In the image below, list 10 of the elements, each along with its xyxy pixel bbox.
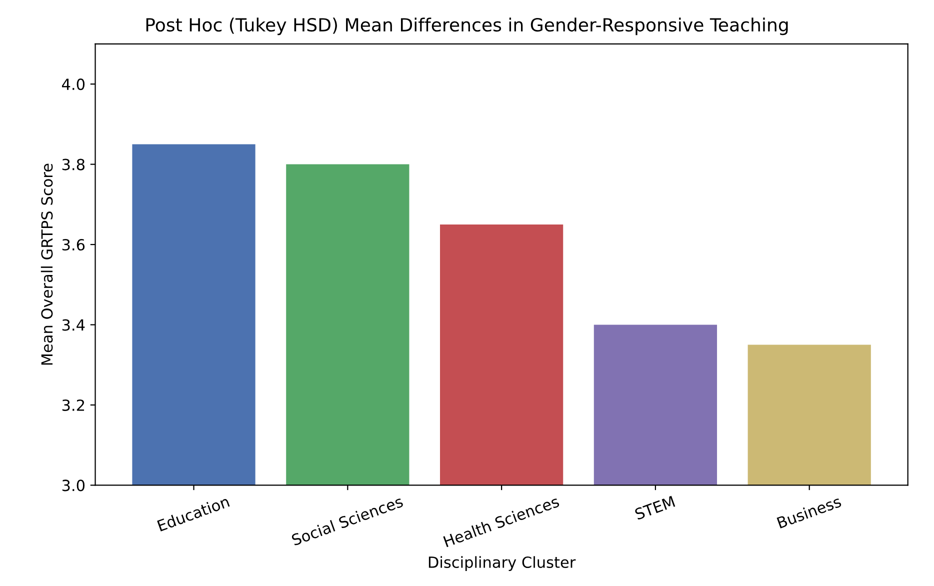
chart-title: Post Hoc (Tukey HSD) Mean Differences in Gender-Responsive Teaching xyxy=(146,18,788,36)
y-tick-label: 3.2 xyxy=(62,399,84,411)
y-tick-label: 4.0 xyxy=(62,78,85,90)
y-tick-label: 3.8 xyxy=(62,158,84,170)
y-tick-label: 3.0 xyxy=(62,480,85,492)
x-tick-label: STEM xyxy=(634,496,676,520)
y-axis-title: Mean Overall GRTPS Score xyxy=(40,164,53,365)
y-tick-label: 3.4 xyxy=(62,319,85,331)
x-axis-title: Disciplinary Cluster xyxy=(428,556,576,571)
y-tick-label: 3.6 xyxy=(62,238,85,251)
